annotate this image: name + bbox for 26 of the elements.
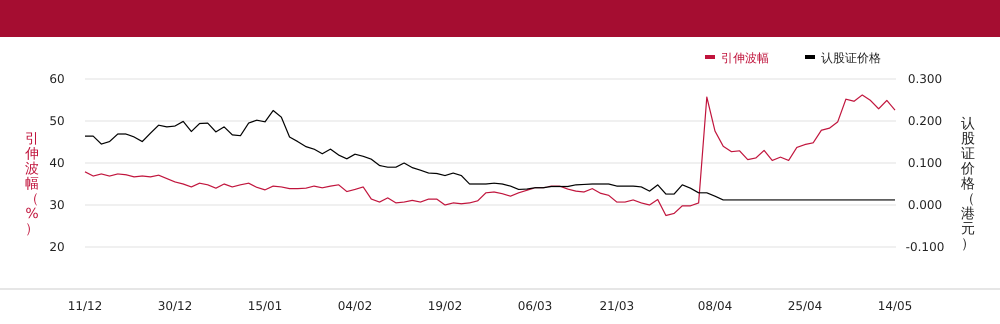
x-tick-label: 25/04	[788, 299, 822, 313]
x-tick-label: 30/12	[158, 299, 192, 313]
y2-tick-label: 0.100	[908, 156, 942, 170]
text: 认股证价格（港元）	[961, 116, 975, 252]
y2-tick-label: 0.200	[908, 114, 942, 128]
legend-label: 引伸波幅	[721, 51, 769, 66]
y2-tick-label: -0.100	[906, 240, 944, 254]
x-tick-label: 04/02	[338, 299, 372, 313]
y2-tick-label: 0.000	[908, 198, 942, 212]
y-tick-label: 30	[49, 198, 65, 212]
line-series	[84, 94, 896, 216]
line-series	[84, 110, 896, 201]
y-tick-label: 20	[49, 240, 65, 254]
y-tick-label: 50	[49, 114, 65, 128]
y-tick-label: 60	[49, 72, 65, 86]
y2-tick-label: 0.300	[908, 72, 942, 86]
x-tick-label: 08/04	[698, 299, 732, 313]
x-tick-label: 21/03	[600, 299, 634, 313]
x-tick-label: 06/03	[518, 299, 552, 313]
x-tick-label: 14/05	[878, 299, 912, 313]
y-tick-label: 40	[49, 156, 65, 170]
x-tick-label: 11/12	[68, 299, 102, 313]
x-tick-label: 15/01	[248, 299, 282, 313]
y-axis-title: 引伸波幅（%）	[24, 131, 39, 237]
x-tick-label: 19/02	[428, 299, 462, 313]
legend-label: 认股证价格	[821, 51, 881, 66]
